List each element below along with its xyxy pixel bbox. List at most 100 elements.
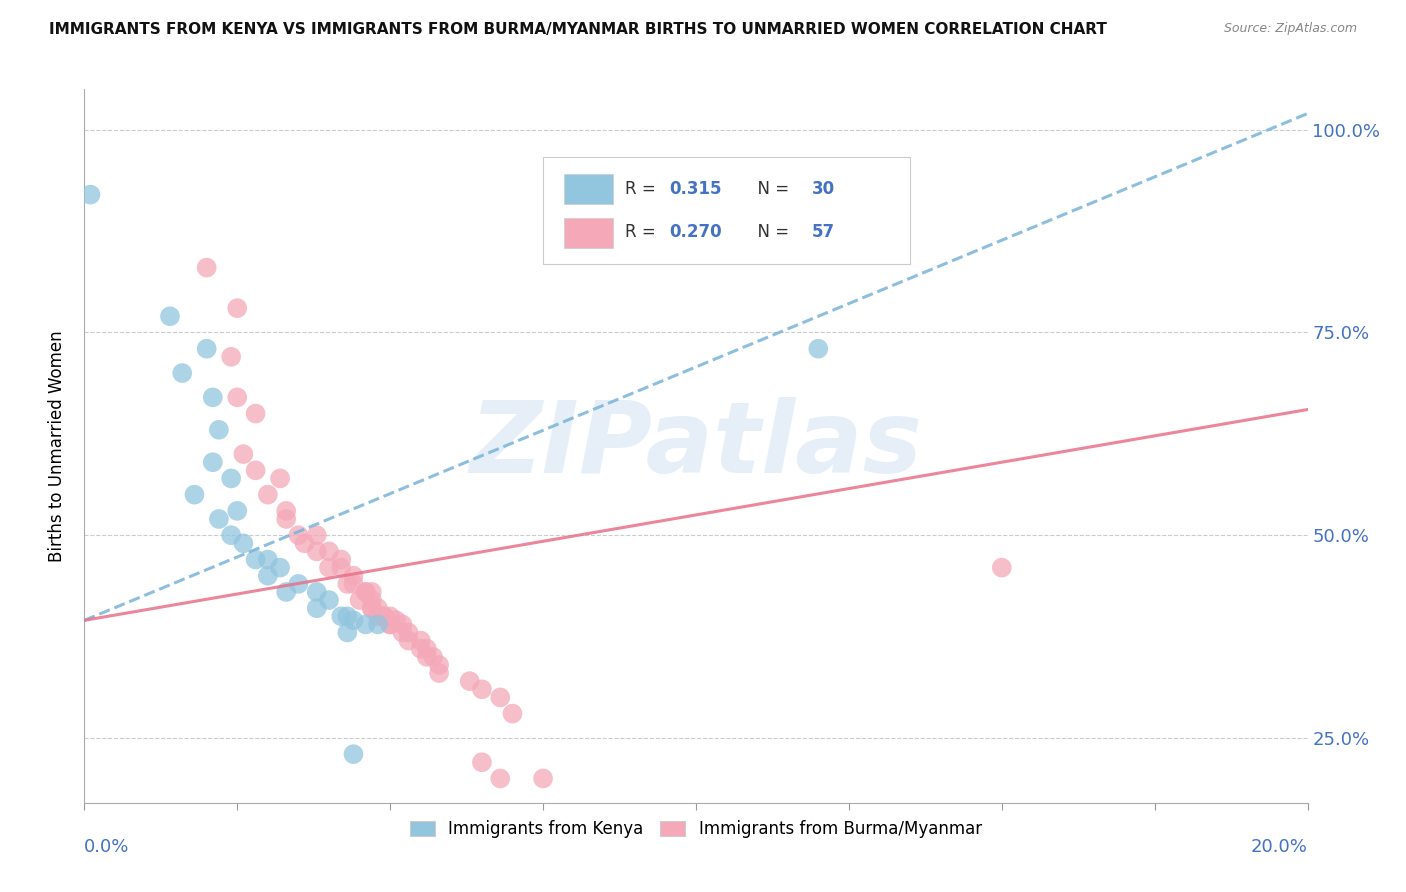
- Text: 20.0%: 20.0%: [1251, 838, 1308, 855]
- Point: [305, 528, 328, 542]
- Point: [373, 609, 395, 624]
- Text: Source: ZipAtlas.com: Source: ZipAtlas.com: [1223, 22, 1357, 36]
- Point: [391, 625, 413, 640]
- Point: [232, 536, 254, 550]
- Point: [195, 342, 218, 356]
- Point: [318, 544, 340, 558]
- Point: [330, 560, 353, 574]
- Point: [336, 625, 359, 640]
- Point: [305, 601, 328, 615]
- Point: [336, 609, 359, 624]
- Point: [245, 463, 267, 477]
- Y-axis label: Births to Unmarried Women: Births to Unmarried Women: [48, 330, 66, 562]
- Point: [342, 577, 364, 591]
- Point: [257, 552, 280, 566]
- Point: [502, 706, 524, 721]
- Bar: [564, 219, 613, 248]
- Point: [373, 609, 395, 624]
- Point: [269, 471, 291, 485]
- Point: [416, 649, 439, 664]
- Point: [245, 552, 267, 566]
- Point: [336, 577, 359, 591]
- Point: [398, 625, 420, 640]
- Point: [342, 568, 364, 582]
- Point: [257, 568, 280, 582]
- Text: 57: 57: [813, 224, 835, 242]
- Point: [458, 674, 481, 689]
- Point: [195, 260, 218, 275]
- Point: [367, 617, 389, 632]
- Point: [305, 544, 328, 558]
- Point: [360, 593, 382, 607]
- Point: [330, 609, 353, 624]
- Point: [367, 601, 389, 615]
- Point: [208, 423, 231, 437]
- Point: [342, 747, 364, 761]
- Point: [172, 366, 194, 380]
- Text: R =: R =: [626, 179, 661, 197]
- Text: 30: 30: [813, 179, 835, 197]
- Point: [201, 390, 224, 404]
- Text: R =: R =: [626, 224, 661, 242]
- Point: [294, 536, 316, 550]
- Point: [354, 585, 377, 599]
- Legend: Immigrants from Kenya, Immigrants from Burma/Myanmar: Immigrants from Kenya, Immigrants from B…: [404, 814, 988, 845]
- Text: 0.270: 0.270: [669, 224, 721, 242]
- Point: [380, 609, 402, 624]
- Point: [398, 633, 420, 648]
- Point: [342, 613, 364, 627]
- Point: [991, 560, 1014, 574]
- Point: [226, 390, 249, 404]
- Point: [287, 528, 309, 542]
- Point: [276, 512, 298, 526]
- Point: [226, 504, 249, 518]
- Point: [219, 350, 242, 364]
- Point: [276, 504, 298, 518]
- Text: N =: N =: [748, 179, 794, 197]
- Point: [489, 772, 512, 786]
- Point: [360, 585, 382, 599]
- Point: [409, 633, 432, 648]
- Point: [367, 609, 389, 624]
- Point: [360, 601, 382, 615]
- Point: [489, 690, 512, 705]
- Text: 0.315: 0.315: [669, 179, 721, 197]
- Point: [349, 593, 371, 607]
- Point: [409, 641, 432, 656]
- Text: ZIPatlas: ZIPatlas: [470, 398, 922, 494]
- Text: N =: N =: [748, 224, 794, 242]
- Point: [416, 641, 439, 656]
- Text: IMMIGRANTS FROM KENYA VS IMMIGRANTS FROM BURMA/MYANMAR BIRTHS TO UNMARRIED WOMEN: IMMIGRANTS FROM KENYA VS IMMIGRANTS FROM…: [49, 22, 1107, 37]
- Point: [471, 756, 494, 770]
- Point: [380, 617, 402, 632]
- Point: [318, 593, 340, 607]
- Point: [232, 447, 254, 461]
- Point: [269, 560, 291, 574]
- Point: [79, 187, 101, 202]
- Point: [226, 301, 249, 315]
- Point: [159, 310, 181, 324]
- Point: [287, 577, 309, 591]
- Point: [201, 455, 224, 469]
- Point: [354, 585, 377, 599]
- Point: [807, 342, 830, 356]
- Point: [257, 488, 280, 502]
- Point: [305, 585, 328, 599]
- Point: [219, 471, 242, 485]
- Point: [330, 552, 353, 566]
- Text: 0.0%: 0.0%: [84, 838, 129, 855]
- Point: [422, 649, 444, 664]
- Point: [380, 617, 402, 632]
- Point: [391, 617, 413, 632]
- Point: [385, 613, 408, 627]
- Point: [318, 560, 340, 574]
- Point: [531, 772, 554, 786]
- Point: [245, 407, 267, 421]
- Point: [276, 585, 298, 599]
- Point: [427, 657, 450, 672]
- Bar: [564, 174, 613, 204]
- FancyBboxPatch shape: [543, 157, 910, 264]
- Point: [183, 488, 205, 502]
- Point: [208, 512, 231, 526]
- Point: [219, 528, 242, 542]
